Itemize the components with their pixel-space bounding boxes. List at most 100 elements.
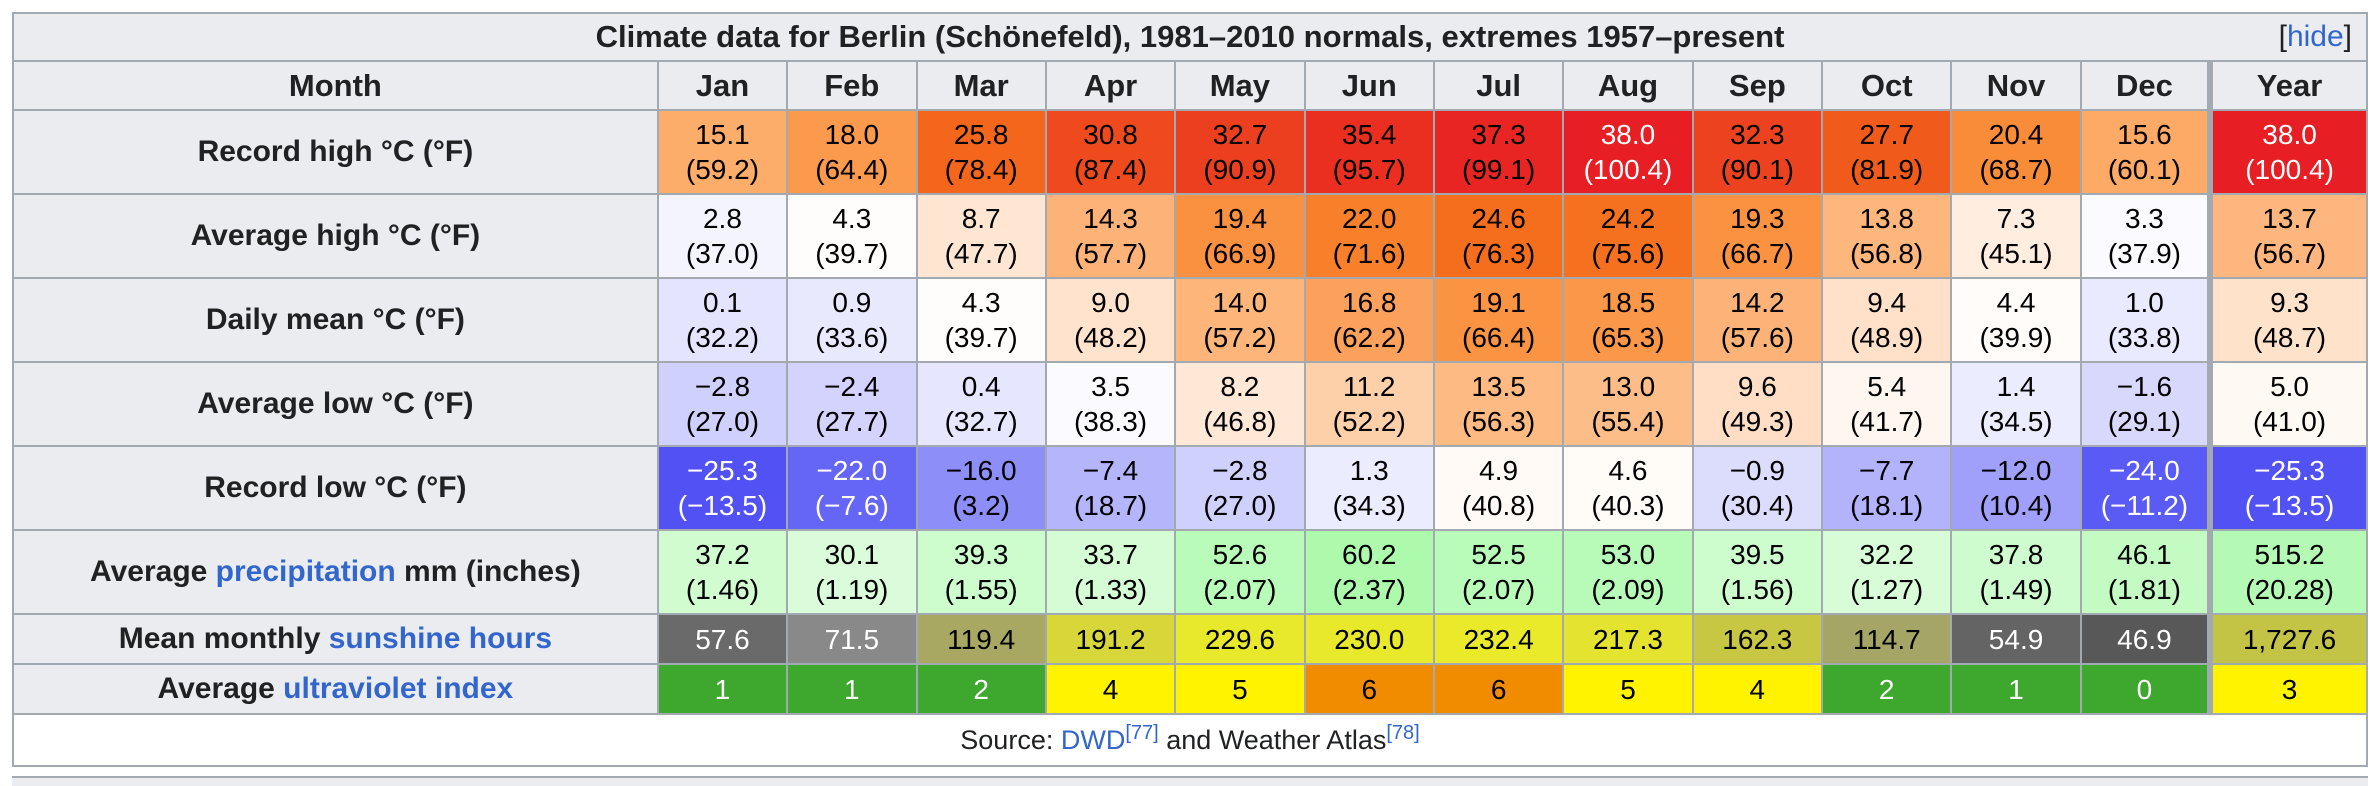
cell-imperial-value: (47.7) xyxy=(944,238,1018,269)
data-cell: 162.3 xyxy=(1691,613,1824,665)
data-cell: 114.7 xyxy=(1821,613,1953,665)
data-cell: 38.0 (100.4) xyxy=(1562,109,1694,195)
data-cell: −22.0 (−7.6) xyxy=(786,445,918,531)
reference-77[interactable]: [77] xyxy=(1125,721,1159,744)
cell-value: 2 xyxy=(973,673,989,705)
cell-value: 2.8 xyxy=(702,203,742,234)
data-cell: 0.1 (32.2) xyxy=(656,277,789,363)
cell-value: −2.8 xyxy=(694,371,751,402)
cell-value: 1 xyxy=(714,673,731,705)
data-cell: 4.9 (40.8) xyxy=(1432,445,1565,531)
cell-imperial-value: (66.4) xyxy=(1462,322,1536,353)
data-cell: 14.2 (57.6) xyxy=(1691,277,1824,363)
cell-imperial-value: (1.49) xyxy=(1979,574,2053,605)
table-row: Daily mean °C (°F) 0.1 (32.2) 0.9 (33.6) 4.3 (… xyxy=(12,277,2368,363)
row-label-link[interactable]: precipitation xyxy=(215,555,396,588)
cell-imperial-value: (65.3) xyxy=(1591,322,1665,353)
cell-imperial-value: (3.2) xyxy=(952,490,1010,521)
cell-value: 4.4 xyxy=(1996,287,2036,318)
reference-78[interactable]: [78] xyxy=(1386,721,1420,744)
data-cell: 18.5 (65.3) xyxy=(1562,277,1694,363)
cell-imperial-value: (90.9) xyxy=(1203,154,1277,185)
data-cell: 16.8 (62.2) xyxy=(1303,277,1435,363)
data-cell: 191.2 xyxy=(1044,613,1177,665)
month-header-may: May xyxy=(1174,60,1306,111)
cell-value: 1 xyxy=(844,673,860,705)
cell-value: −0.9 xyxy=(1729,455,1785,486)
cell-imperial-value: (75.6) xyxy=(1591,238,1665,269)
data-cell: 3.3 (37.9) xyxy=(2079,193,2212,279)
cell-imperial-value: (48.2) xyxy=(1073,322,1148,353)
row-label: Average ultraviolet index xyxy=(12,663,659,715)
cell-value: 3 xyxy=(2281,673,2298,705)
cell-imperial-value: (32.7) xyxy=(944,406,1018,437)
cell-value: 1,727.6 xyxy=(2242,623,2337,655)
cell-value: 230.0 xyxy=(1334,623,1405,655)
cell-value: 25.8 xyxy=(953,119,1009,150)
data-cell: 33.7 (1.33) xyxy=(1044,529,1177,615)
cell-imperial-value: (1.27) xyxy=(1850,574,1924,605)
cell-value: 32.2 xyxy=(1859,539,1914,570)
cell-imperial-value: (71.6) xyxy=(1332,238,1406,269)
data-cell: 1,727.6 xyxy=(2207,613,2368,665)
month-header-dec: Dec xyxy=(2079,60,2212,111)
cell-value: −12.0 xyxy=(1980,455,2052,486)
data-cell: −7.7 (18.1) xyxy=(1821,445,1953,531)
cell-imperial-value: (68.7) xyxy=(1979,154,2053,185)
cell-imperial-value: (41.7) xyxy=(1850,406,1924,437)
cell-value: 1.0 xyxy=(2124,287,2164,318)
climate-table-container: Climate data for Berlin (Schönefeld), 19… xyxy=(12,12,2368,767)
data-cell: 14.3 (57.7) xyxy=(1044,193,1177,279)
data-cell: 5.0 (41.0) xyxy=(2207,361,2368,447)
data-cell: 11.2 (52.2) xyxy=(1303,361,1435,447)
cell-imperial-value: (32.2) xyxy=(685,322,760,353)
cell-value: −25.3 xyxy=(2254,455,2325,486)
month-header-jun: Jun xyxy=(1303,60,1435,111)
cell-value: −2.4 xyxy=(824,371,880,402)
cell-imperial-value: (1.33) xyxy=(1073,574,1148,605)
cell-value: 14.0 xyxy=(1212,287,1268,318)
cell-imperial-value: (56.7) xyxy=(2252,238,2327,269)
source-middle: and Weather Atlas xyxy=(1158,724,1387,755)
cell-imperial-value: (−13.5) xyxy=(2244,490,2335,521)
row-label-link[interactable]: sunshine hours xyxy=(328,622,553,655)
cell-value: 13.0 xyxy=(1600,371,1656,402)
cell-value: 32.3 xyxy=(1730,119,1785,150)
cell-imperial-value: (48.7) xyxy=(2252,322,2327,353)
cell-value: 16.8 xyxy=(1342,287,1397,318)
cell-value: 15.6 xyxy=(2117,119,2172,150)
cell-value: 24.2 xyxy=(1600,203,1656,234)
cell-imperial-value: (59.2) xyxy=(685,154,760,185)
cell-imperial-value: (27.7) xyxy=(815,406,889,437)
row-label-link[interactable]: ultraviolet index xyxy=(283,672,514,705)
data-cell: 24.2 (75.6) xyxy=(1562,193,1694,279)
cell-imperial-value: (33.8) xyxy=(2107,322,2181,353)
cell-value: 0.4 xyxy=(961,371,1001,402)
climate-table-body: Record high °C (°F) 15.1 (59.2) 18.0 (64.4) 2… xyxy=(12,109,2368,715)
cell-value: 7.3 xyxy=(1996,203,2036,234)
cell-imperial-value: (2.09) xyxy=(1591,574,1665,605)
cell-value: −24.0 xyxy=(2108,455,2180,486)
cell-value: −25.3 xyxy=(687,455,758,486)
cell-value: −16.0 xyxy=(945,455,1017,486)
cell-imperial-value: (57.7) xyxy=(1073,238,1148,269)
month-header-nov: Nov xyxy=(1950,60,2082,111)
row-label: Mean monthly sunshine hours xyxy=(12,613,659,665)
data-cell: 46.9 xyxy=(2079,613,2212,665)
cell-value: 37.3 xyxy=(1471,119,1526,150)
table-row: Average high °C (°F) 2.8 (37.0) 4.3 (39.7) 8.… xyxy=(12,193,2368,279)
data-cell: 1 xyxy=(656,663,789,715)
cell-imperial-value: (37.9) xyxy=(2107,238,2181,269)
cell-value: 38.0 xyxy=(2262,119,2317,150)
cell-value: 119.4 xyxy=(947,623,1016,655)
cell-value: 13.8 xyxy=(1859,203,1914,234)
cell-imperial-value: (46.8) xyxy=(1203,406,1277,437)
data-cell: 32.3 (90.1) xyxy=(1691,109,1824,195)
cell-value: −2.8 xyxy=(1212,455,1268,486)
cell-imperial-value: (62.2) xyxy=(1332,322,1406,353)
hide-link[interactable]: hide xyxy=(2286,20,2344,53)
cell-value: 6 xyxy=(1361,673,1378,705)
table-caption: Climate data for Berlin (Schönefeld), 19… xyxy=(12,12,2368,62)
dwd-link[interactable]: DWD xyxy=(1060,724,1126,755)
data-cell: 2 xyxy=(1821,663,1953,715)
